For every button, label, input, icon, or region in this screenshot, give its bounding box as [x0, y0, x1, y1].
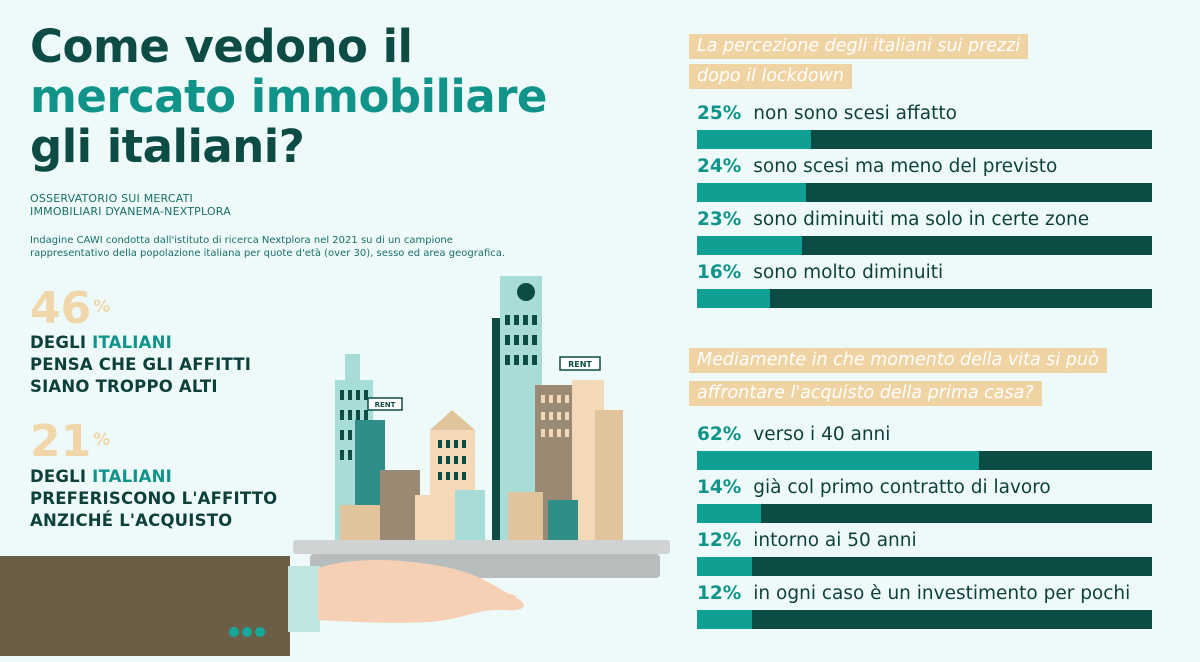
- chart-1-bar-track: [697, 130, 1152, 149]
- chart-1-row-label: 16% sono molto diminuiti: [697, 262, 943, 283]
- chart-2-title-line-2: affrontare l'acquisto della prima casa?: [689, 381, 1042, 406]
- chart-2-category-label: verso i 40 anni: [753, 424, 891, 445]
- chart-1-bar: [697, 130, 811, 149]
- chart-1-title-line-2: dopo il lockdown: [689, 64, 853, 89]
- dot-3: [255, 627, 265, 637]
- stat-1-number: 46: [30, 283, 92, 334]
- rent-signs: RENT RENT: [367, 356, 601, 411]
- chart-2-bar-track: [697, 610, 1152, 629]
- observatory-line-1: OSSERVATORIO SUI MERCATI: [30, 192, 193, 205]
- buildings-illustration: [335, 276, 623, 540]
- stat-2-unit: %: [93, 430, 111, 450]
- title-line-2: mercato immobiliare: [30, 70, 547, 123]
- chart-2-value-label: 62%: [697, 424, 742, 445]
- chart-2-value-label: 12%: [697, 530, 742, 551]
- chart-2-row-label: 14% già col primo contratto di lavoro: [697, 477, 1051, 498]
- stat-2-line-1-pre: DEGLI: [30, 467, 93, 486]
- stat-1-unit: %: [93, 297, 111, 317]
- chart-1-row-label: 25% non sono scesi affatto: [697, 103, 957, 124]
- pagination-dots: [229, 622, 268, 641]
- rent-sign-2-text: RENT: [568, 360, 592, 369]
- stat-1-line-1-highlight: ITALIANI: [92, 333, 172, 352]
- stat-2-line-2: PREFERISCONO L'AFFITTO: [30, 489, 278, 508]
- chart-1-bar-track: [697, 236, 1152, 255]
- chart-1-value-label: 24%: [697, 156, 742, 177]
- chart-2-row-label: 12% intorno ai 50 anni: [697, 530, 917, 551]
- chart-1-bar: [697, 183, 806, 202]
- chart-2-category-label: in ogni caso è un investimento per pochi: [753, 583, 1131, 604]
- finger: [470, 594, 518, 610]
- title-line-3: gli italiani?: [30, 120, 305, 173]
- title-line-1: Come vedono il: [30, 20, 413, 73]
- stat-1-text: DEGLI ITALIANI PENSA CHE GLI AFFITTI SIA…: [30, 332, 251, 398]
- city-tray-illustration: RENT RENT: [0, 276, 670, 656]
- chart-2-bar-track: [697, 451, 1152, 470]
- chart-1-value-label: 16%: [697, 262, 742, 283]
- chart-2-bar-track: [697, 504, 1152, 523]
- chart-2-title-line-1: Mediamente in che momento della vita si …: [689, 348, 1107, 373]
- survey-note-line-2: rappresentativo della popolazione italia…: [30, 248, 506, 259]
- observatory-label: OSSERVATORIO SUI MERCATI IMMOBILIARI DYA…: [30, 192, 231, 218]
- chart-1-row-label: 23% sono diminuiti ma solo in certe zone: [697, 209, 1089, 230]
- chart-1-row-label: 24% sono scesi ma meno del previsto: [697, 156, 1057, 177]
- stat-2-line-1-highlight: ITALIANI: [92, 467, 172, 486]
- stat-1-line-3: SIANO TROPPO ALTI: [30, 377, 218, 396]
- stat-2-text: DEGLI ITALIANI PREFERISCONO L'AFFITTO AN…: [30, 466, 277, 532]
- rent-sign-1-text: RENT: [375, 401, 396, 409]
- dot-2: [242, 627, 252, 637]
- survey-note-line-1: Indagine CAWI condotta dall'istituto di …: [30, 235, 453, 246]
- stat-2-value: 21%: [30, 420, 110, 464]
- stat-2-line-3: ANZICHÉ L'ACQUISTO: [30, 511, 233, 530]
- chart-2-value-label: 14%: [697, 477, 742, 498]
- chart-2-row-label: 12% in ogni caso è un investimento per po…: [697, 583, 1130, 604]
- chart-1-category-label: non sono scesi affatto: [753, 103, 957, 124]
- dot-1: [229, 627, 239, 637]
- stat-2-number: 21: [30, 416, 92, 467]
- stat-1-line-1-pre: DEGLI: [30, 333, 93, 352]
- chart-1-title-line-1: La percezione degli italiani sui prezzi: [689, 34, 1029, 59]
- chart-2-bar: [697, 451, 979, 470]
- chart-1-bar: [697, 236, 802, 255]
- chart-2-bar: [697, 504, 761, 523]
- chart-2-row-label: 62% verso i 40 anni: [697, 424, 890, 445]
- chart-1-bar-track: [697, 289, 1152, 308]
- chart-1-category-label: sono molto diminuiti: [753, 262, 944, 283]
- chart-1-value-label: 23%: [697, 209, 742, 230]
- survey-note: Indagine CAWI condotta dall'istituto di …: [30, 234, 590, 260]
- tray-top: [293, 540, 670, 554]
- sleeve: [0, 556, 290, 656]
- chart-2-bar: [697, 557, 752, 576]
- stat-1-line-2: PENSA CHE GLI AFFITTI: [30, 355, 252, 374]
- page-title: Come vedono il mercato immobiliare gli i…: [30, 22, 650, 172]
- chart-1-category-label: sono scesi ma meno del previsto: [753, 156, 1058, 177]
- chart-2-category-label: intorno ai 50 anni: [753, 530, 917, 551]
- chart-2-bar-track: [697, 557, 1152, 576]
- chart-1-value-label: 25%: [697, 103, 742, 124]
- chart-2-value-label: 12%: [697, 583, 742, 604]
- chart-1-category-label: sono diminuiti ma solo in certe zone: [753, 209, 1090, 230]
- stat-1-value: 46%: [30, 287, 110, 331]
- chart-1-bar: [697, 289, 770, 308]
- chart-2-bar: [697, 610, 752, 629]
- chart-2-category-label: già col primo contratto di lavoro: [753, 477, 1051, 498]
- chart-1-bar-track: [697, 183, 1152, 202]
- observatory-line-2: IMMOBILIARI DYANEMA-NEXTPLORA: [30, 205, 231, 218]
- cuff: [288, 566, 320, 632]
